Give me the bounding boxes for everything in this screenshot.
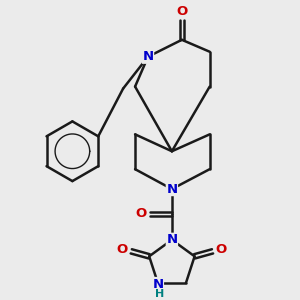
Text: N: N [152,278,164,290]
Text: N: N [166,233,178,246]
Text: O: O [176,5,188,18]
Text: O: O [117,243,128,256]
Text: O: O [135,207,147,220]
Text: N: N [166,183,178,196]
Text: N: N [142,50,154,63]
Text: O: O [216,243,227,256]
Text: H: H [155,289,164,299]
